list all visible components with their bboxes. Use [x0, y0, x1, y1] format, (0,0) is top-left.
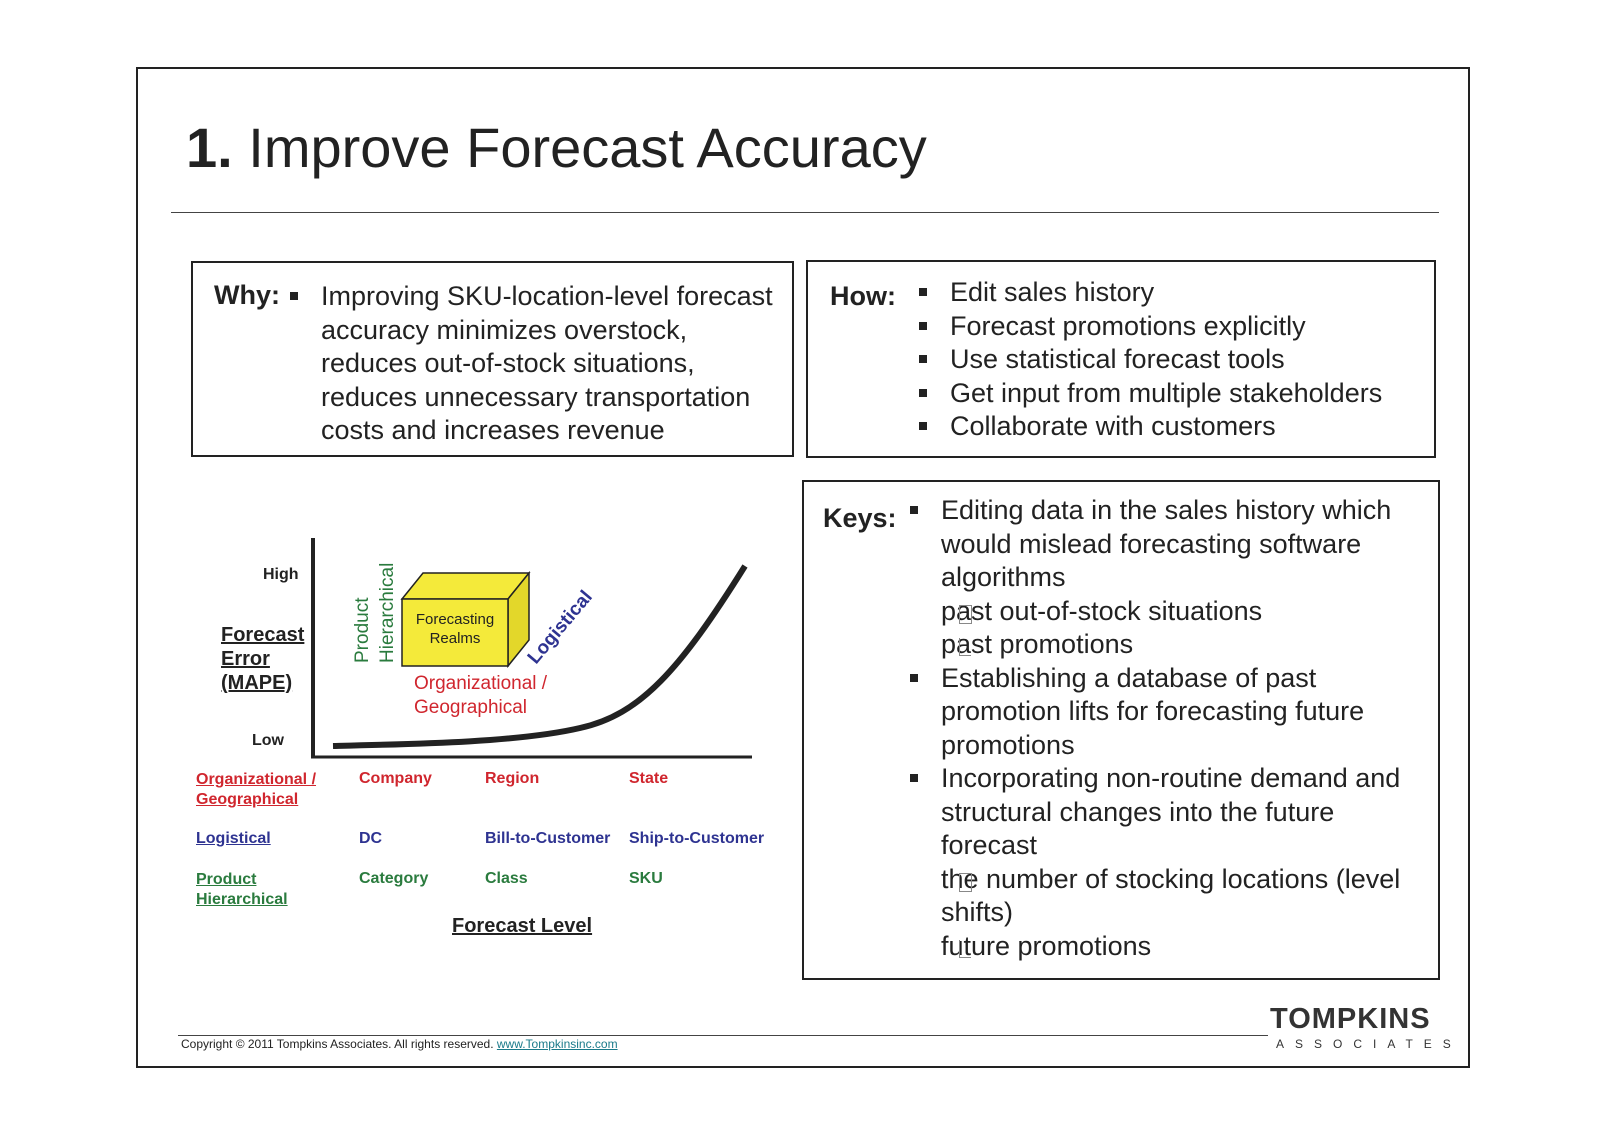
- company-logo-wordmark: TOMPKINS: [1270, 1003, 1431, 1035]
- x-axis-title: Forecast Level: [452, 915, 593, 937]
- how-item: Forecast promotions explicitly: [919, 310, 1429, 344]
- keys-list: Editing data in the sales history which …: [910, 494, 1435, 963]
- cell-dc: DC: [359, 830, 383, 847]
- bullet-square-icon: [919, 422, 927, 430]
- how-item: Edit sales history: [919, 276, 1429, 310]
- y-high-label: High: [263, 566, 299, 583]
- row-head-logistical: Logistical: [196, 830, 271, 847]
- keys-subitem: past promotions: [941, 629, 1134, 659]
- keys-item: Editing data in the sales history which …: [910, 494, 1435, 595]
- why-item: Improving SKU-location-level forecast ac…: [290, 280, 790, 448]
- cell-sku: SKU: [629, 870, 663, 887]
- axis-org-line1: Organizational /: [414, 673, 548, 694]
- error-curve: [332, 564, 748, 749]
- cell-company: Company: [359, 770, 432, 787]
- cell-bill-to-customer: Bill-to-Customer: [485, 830, 611, 847]
- why-box: [191, 261, 794, 457]
- keys-item: Establishing a database of past promotio…: [910, 662, 1435, 763]
- keys-label: Keys:: [823, 503, 897, 533]
- bullet-square-icon: [910, 506, 918, 514]
- why-label: Why:: [214, 280, 280, 310]
- axis-logistical: Logistical: [524, 587, 597, 668]
- checkbox-icon: [959, 872, 972, 892]
- title-divider: [171, 212, 1439, 213]
- page-title: 1. Improve Forecast Accuracy: [186, 115, 927, 180]
- axis-product-line2: Hierarchical: [377, 563, 398, 663]
- axis-org-line2: Geographical: [414, 697, 527, 718]
- cell-class: Class: [485, 870, 528, 887]
- cell-region: Region: [485, 770, 540, 787]
- how-label: How:: [830, 281, 896, 311]
- title-text: Improve Forecast Accuracy: [232, 116, 927, 179]
- footer-divider: [178, 1035, 1268, 1036]
- title-number: 1.: [186, 116, 233, 179]
- checkbox-icon: [959, 604, 972, 624]
- forecasting-realms-cube: [400, 570, 531, 669]
- how-item: Use statistical forecast tools: [919, 343, 1429, 377]
- keys-subitem: future promotions: [941, 930, 1152, 961]
- how-box: [806, 260, 1436, 458]
- website-link[interactable]: www.Tompkinsinc.com: [496, 1037, 618, 1051]
- how-item: Collaborate with customers: [919, 410, 1429, 444]
- how-item: Get input from multiple stakeholders: [919, 377, 1429, 411]
- bullet-square-icon: [919, 388, 927, 397]
- cube-label-line2: Realms: [430, 630, 481, 647]
- how-list: Edit sales history Forecast promotions e…: [919, 276, 1429, 444]
- bullet-square-icon: [919, 288, 927, 296]
- keys-subitem: past out-of-stock situations: [941, 595, 1263, 626]
- y-axis-title: Forecast Error (MAPE): [221, 624, 305, 694]
- checkbox-icon: [959, 939, 971, 958]
- row-head-product: Product Hierarchical: [196, 871, 288, 908]
- keys-item: Incorporating non-routine demand and str…: [910, 762, 1435, 863]
- keys-box: [802, 480, 1440, 980]
- y-low-label: Low: [252, 732, 284, 749]
- why-list: Improving SKU-location-level forecast ac…: [290, 280, 790, 448]
- company-logo-subtitle: ASSOCIATES: [1276, 1037, 1462, 1051]
- bullet-square-icon: [919, 321, 927, 330]
- keys-subitem: the number of stocking locations (level …: [941, 863, 1401, 928]
- bullet-square-icon: [910, 774, 918, 782]
- row-head-org: Organizational / Geographical: [196, 771, 317, 808]
- bullet-square-icon: [290, 292, 298, 300]
- slide-frame: [136, 67, 1470, 1068]
- checkbox-icon: [959, 638, 971, 656]
- cell-state: State: [629, 770, 669, 787]
- cube-label-line1: Forecasting: [416, 611, 494, 628]
- cell-ship-to-customer: Ship-to-Customer: [629, 830, 765, 847]
- bullet-square-icon: [910, 673, 918, 682]
- copyright-text: Copyright © 2011 Tompkins Associates. Al…: [181, 1037, 618, 1051]
- axis-product-line1: Product: [352, 597, 373, 663]
- bullet-square-icon: [919, 355, 927, 363]
- cell-category: Category: [359, 870, 429, 887]
